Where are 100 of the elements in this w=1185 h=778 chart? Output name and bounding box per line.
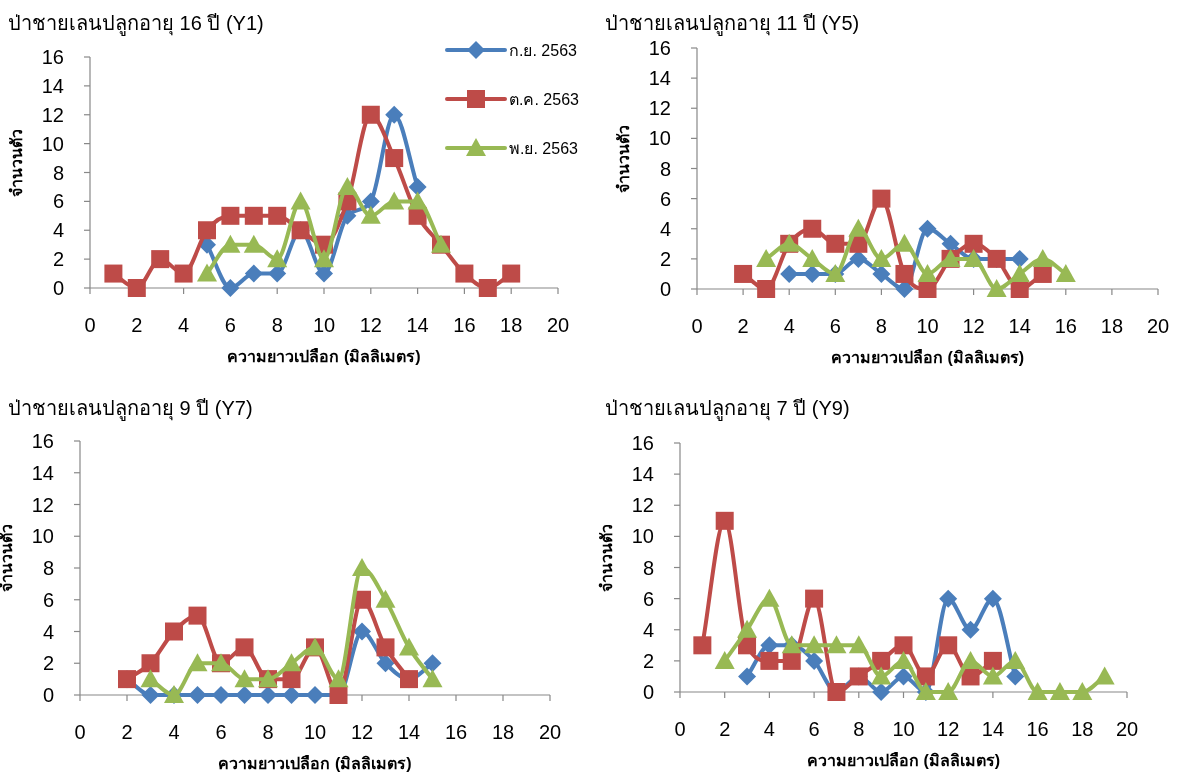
point: [805, 651, 824, 670]
x-tick-label: 10: [312, 314, 336, 336]
point: [376, 654, 395, 673]
point: [1032, 248, 1053, 267]
x-tick-label: 8: [853, 718, 865, 740]
point: [961, 620, 980, 639]
y-tick-label: 12: [31, 493, 54, 516]
point: [314, 249, 334, 268]
y-axis-title: จำนวนตัว: [598, 523, 615, 592]
x-tick-label: 16: [1054, 315, 1077, 337]
point: [939, 636, 958, 655]
point: [306, 686, 324, 704]
point: [848, 635, 869, 654]
chart-title: ป่าชายเลนปลูกอายุ 11 ปี (Y5): [605, 12, 860, 36]
x-tick-label: 0: [691, 315, 703, 337]
x-tick-label: 14: [1008, 315, 1031, 337]
point: [259, 686, 277, 704]
point: [826, 234, 845, 253]
point: [916, 667, 935, 686]
point: [1005, 650, 1026, 669]
x-tick-label: 20: [1146, 315, 1170, 337]
x-tick-label: 2: [719, 718, 731, 740]
point: [197, 263, 217, 282]
x-tick-label: 16: [1026, 718, 1049, 740]
point: [805, 589, 824, 608]
point: [894, 667, 913, 686]
point: [220, 234, 241, 253]
y-tick-label: 14: [648, 67, 671, 90]
point: [221, 206, 240, 225]
point: [455, 264, 474, 283]
y-tick-label: 6: [659, 187, 671, 210]
y-axis-title: จำนวนตัว: [8, 128, 25, 197]
legend-label: พ.ย. 2563: [509, 140, 579, 157]
point: [759, 588, 780, 607]
point: [290, 191, 311, 210]
y-tick-label: 10: [31, 525, 54, 548]
point: [894, 233, 915, 252]
point: [385, 149, 404, 168]
y-tick-label: 8: [659, 157, 671, 180]
point: [234, 669, 255, 688]
point: [127, 279, 146, 297]
point: [352, 558, 372, 576]
point: [165, 622, 183, 641]
x-tick-label: 4: [783, 315, 795, 337]
point: [244, 206, 263, 225]
point: [986, 279, 1007, 297]
point: [104, 264, 123, 283]
point: [1009, 263, 1030, 282]
x-tick-label: 4: [168, 721, 180, 743]
y-tick-label: 8: [642, 556, 654, 579]
y-tick-label: 14: [41, 74, 64, 97]
point: [802, 248, 823, 267]
x-axis-title: ความยาวเปลือก (มิลลิเมตร): [806, 752, 1001, 769]
point: [982, 666, 1003, 685]
point: [872, 651, 891, 670]
point: [826, 635, 847, 654]
point: [337, 176, 358, 195]
y-tick-label: 4: [42, 620, 54, 643]
y-tick-label: 12: [631, 494, 654, 517]
point: [141, 654, 160, 673]
x-tick-label: 20: [1115, 718, 1139, 740]
x-tick-label: 8: [875, 315, 887, 337]
x-axis-title: ความยาวเปลือก (มิลลิเมตร): [227, 348, 421, 365]
y-tick-label: 4: [659, 217, 671, 240]
x-tick-label: 12: [359, 314, 382, 336]
x-tick-label: 8: [271, 314, 283, 336]
x-tick-label: 0: [674, 718, 686, 740]
y-tick-label: 6: [642, 587, 654, 610]
x-tick-label: 6: [224, 314, 236, 336]
y-tick-label: 2: [642, 649, 654, 672]
x-tick-label: 4: [178, 314, 190, 336]
point: [407, 191, 428, 210]
y-tick-label: 6: [52, 190, 64, 213]
point: [408, 177, 427, 196]
x-tick-label: 10: [892, 718, 915, 740]
y-tick-label: 12: [648, 97, 671, 120]
x-tick-label: 14: [406, 314, 429, 336]
point: [894, 636, 913, 655]
y-tick-label: 10: [631, 525, 654, 548]
y-tick-label: 2: [659, 247, 671, 270]
point: [918, 219, 937, 238]
x-tick-label: 2: [121, 721, 133, 743]
point: [939, 589, 958, 608]
point: [221, 279, 240, 297]
point: [282, 670, 301, 689]
y-tick-label: 0: [659, 278, 671, 300]
x-tick-label: 18: [500, 314, 523, 336]
point: [384, 191, 405, 210]
point: [385, 105, 404, 124]
y-tick-label: 14: [31, 461, 54, 484]
x-tick-label: 6: [829, 315, 841, 337]
y-tick-label: 8: [52, 161, 64, 184]
point: [804, 635, 825, 654]
x-tick-label: 4: [763, 718, 775, 740]
y-tick-label: 0: [52, 277, 64, 299]
point: [1006, 667, 1025, 686]
x-tick-label: 20: [538, 721, 562, 743]
y-tick-label: 2: [52, 248, 64, 271]
legend-label: ก.ย. 2563: [509, 42, 578, 59]
x-tick-label: 0: [74, 721, 86, 743]
